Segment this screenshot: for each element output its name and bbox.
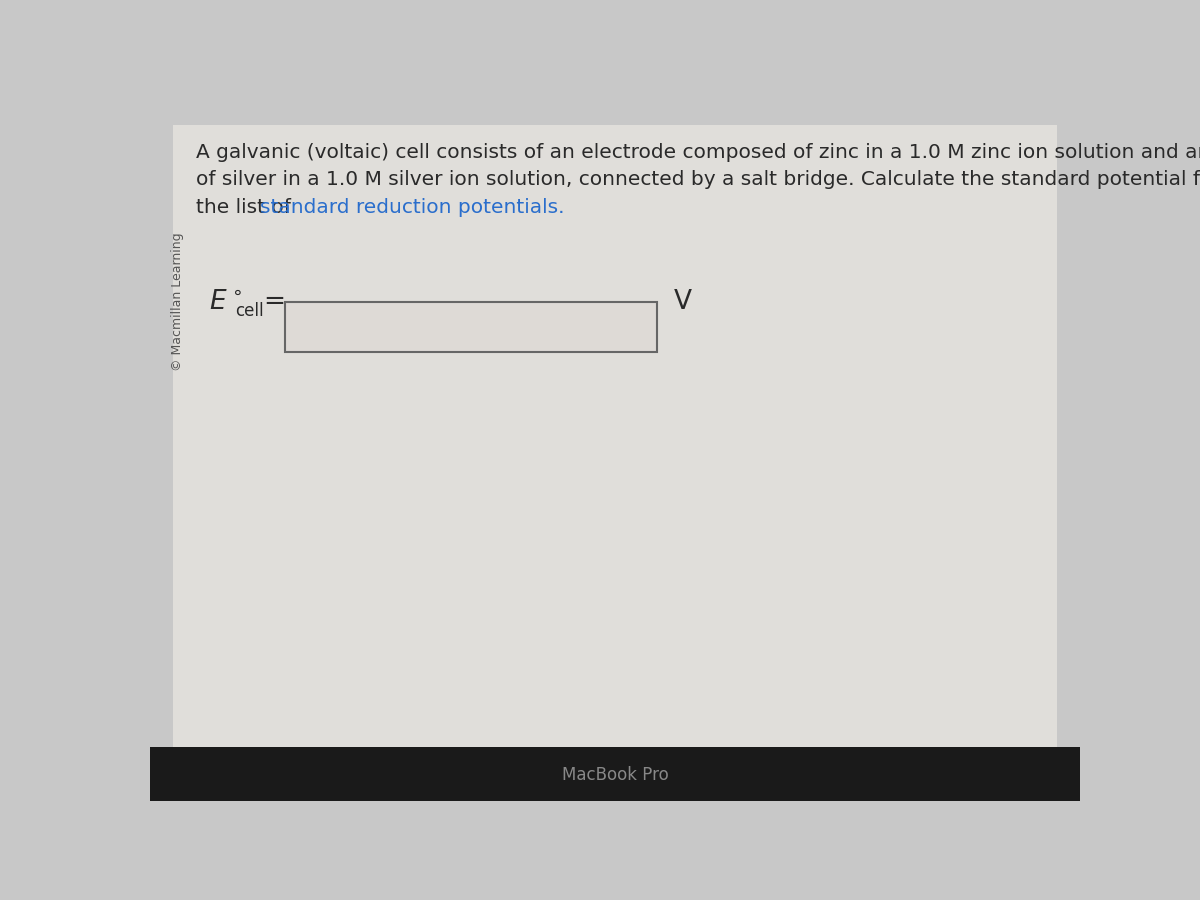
Text: A galvanic (voltaic) cell consists of an electrode composed of zinc in a 1.0 M z: A galvanic (voltaic) cell consists of an… (197, 142, 1200, 162)
Text: $E^\circ$: $E^\circ$ (209, 289, 241, 315)
Text: V: V (673, 289, 691, 315)
FancyBboxPatch shape (150, 747, 1080, 801)
Text: of silver in a 1.0 M silver ion solution, connected by a salt bridge. Calculate : of silver in a 1.0 M silver ion solution… (197, 170, 1200, 189)
Text: MacBook Pro: MacBook Pro (562, 766, 668, 784)
FancyBboxPatch shape (173, 125, 1057, 749)
Text: the list of: the list of (197, 198, 298, 217)
Text: standard reduction potentials.: standard reduction potentials. (259, 198, 564, 217)
Text: =: = (264, 289, 286, 315)
Text: © Macmillan Learning: © Macmillan Learning (172, 233, 185, 372)
FancyBboxPatch shape (284, 302, 656, 352)
Text: cell: cell (235, 302, 263, 320)
